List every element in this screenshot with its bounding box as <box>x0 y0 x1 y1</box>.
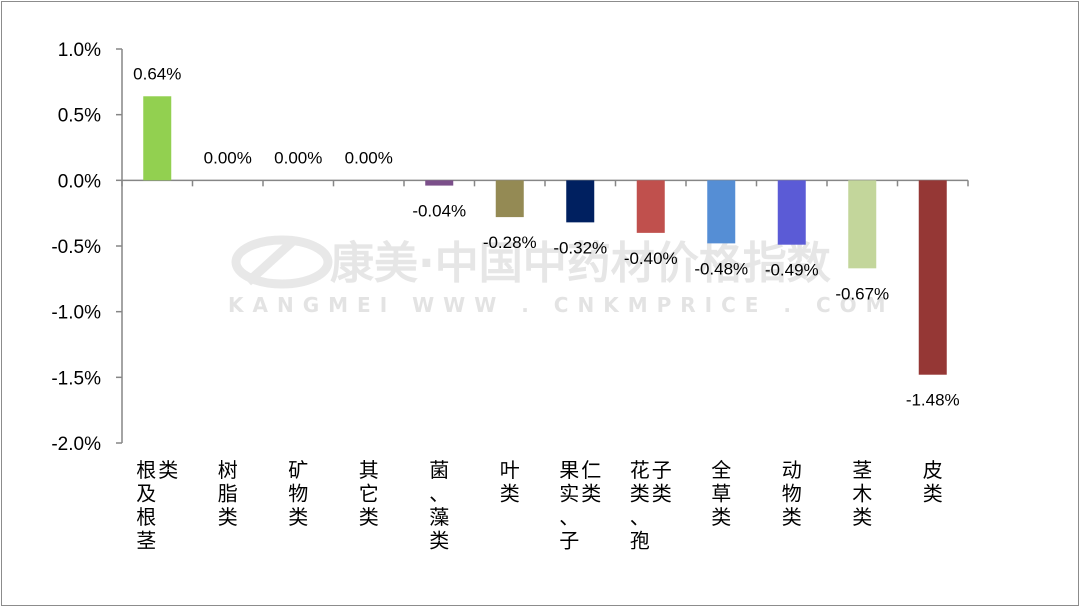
y-tick-label: -1.5% <box>51 368 101 389</box>
category-label: 矿物类 <box>288 458 308 529</box>
data-labels: 0.64% 0.00% 0.00% 0.00% -0.04% -0.28% -0.32% -0… <box>133 64 960 409</box>
data-label: -0.67% <box>835 284 889 303</box>
watermark-logo-icon <box>231 235 333 289</box>
y-tick-label: 1.0% <box>58 40 101 61</box>
data-label: 0.00% <box>345 148 393 167</box>
category-label: 动物类 <box>782 458 802 529</box>
bar <box>636 180 665 233</box>
bar <box>777 180 806 245</box>
bar <box>566 180 595 223</box>
data-label: -0.48% <box>694 259 748 278</box>
data-label: -0.32% <box>553 238 607 257</box>
y-tick-label: 0.5% <box>58 106 101 127</box>
category-label: 树脂类 <box>218 458 238 529</box>
category-label: 菌、藻类 <box>429 458 449 553</box>
category-label: 全草类 <box>711 458 731 529</box>
bar <box>848 180 877 269</box>
category-label: 皮类 <box>923 458 943 506</box>
data-label: 0.64% <box>133 64 181 83</box>
data-label: -0.04% <box>412 202 466 221</box>
data-label: 0.00% <box>204 148 252 167</box>
category-label: 根及根茎类 <box>136 458 178 553</box>
category-label: 果实、子仁类 <box>559 458 601 553</box>
watermark: 康美·中国中药材价格指数 KANGMEI WWW . CNKMPRICE . C… <box>228 235 895 317</box>
y-tick-label: -2.0% <box>51 434 101 455</box>
axes: 1.0% 0.5% 0.0% -0.5% -1.0% -1.5% -2.0% <box>51 40 969 455</box>
y-tick-label: -0.5% <box>51 237 101 258</box>
category-label: 花类、孢子类 <box>630 458 672 553</box>
category-label: 其它类 <box>359 458 379 529</box>
category-label: 茎木类 <box>852 458 872 529</box>
bar <box>143 96 172 181</box>
data-label: -1.48% <box>906 391 960 410</box>
y-tick-label: -1.0% <box>51 303 101 324</box>
data-label: -0.28% <box>483 233 537 252</box>
bar <box>707 180 736 244</box>
category-label: 叶类 <box>500 458 520 506</box>
bar <box>425 180 454 186</box>
bar <box>918 180 947 375</box>
bar <box>495 180 524 218</box>
watermark-line1: 康美·中国中药材价格指数 <box>330 238 831 289</box>
data-label: 0.00% <box>274 148 322 167</box>
data-label: -0.40% <box>624 249 678 268</box>
watermark-line2: KANGMEI WWW . CNKMPRICE . COM <box>228 293 895 317</box>
data-label: -0.49% <box>765 261 819 280</box>
bars <box>143 96 947 375</box>
y-tick-label: 0.0% <box>58 171 101 192</box>
